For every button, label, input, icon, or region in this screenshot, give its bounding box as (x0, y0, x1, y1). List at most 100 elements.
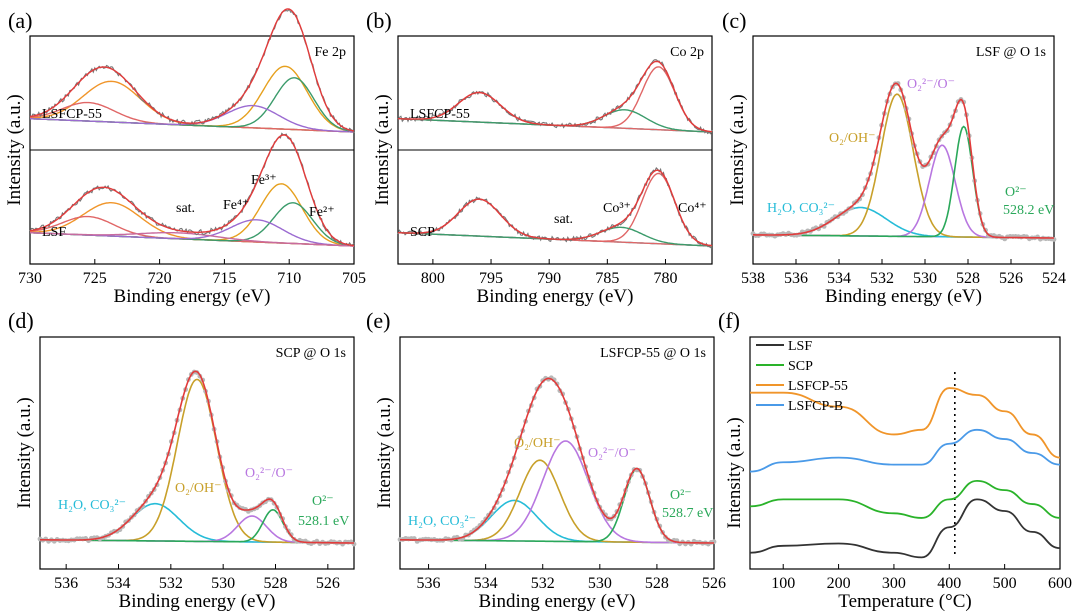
x-tick-label: 524 (1042, 270, 1066, 287)
x-tick-label: 200 (827, 575, 851, 592)
panel-label: (a) (8, 8, 32, 33)
axes-frame (749, 336, 1061, 570)
panel-title: Fe 2p (315, 45, 347, 60)
x-tick-label: 785 (595, 270, 619, 287)
x-tick-label: 532 (870, 270, 894, 287)
annotation-co3: Co³⁺ (603, 201, 631, 216)
sample-label: SCP (410, 225, 435, 240)
annotation-fe2: Fe²⁺ (309, 205, 335, 220)
x-tick-label: 536 (54, 575, 78, 592)
x-tick-label: 705 (342, 270, 366, 287)
x-tick-label: 528 (956, 270, 980, 287)
fit-component (30, 219, 355, 247)
x-tick-label: 530 (913, 270, 937, 287)
axes-frame (39, 336, 355, 570)
x-tick-label: 600 (1048, 575, 1072, 592)
y-axis-label: Intensity (a.u.) (14, 397, 35, 508)
panel-label: (d) (8, 308, 34, 333)
x-tick-label: 532 (159, 575, 183, 592)
x-tick-label: 300 (882, 575, 906, 592)
fit-envelope (398, 169, 713, 247)
panel-title: Co 2p (670, 45, 704, 60)
x-tick-label: 400 (937, 575, 961, 592)
y-axis-label: Intensity (a.u.) (4, 94, 25, 205)
label-o2-minus: O²⁻ (312, 494, 334, 509)
fit-envelope (753, 82, 1054, 239)
y-axis-label: Intensity (a.u.) (374, 397, 395, 508)
annotation-fe4: Fe⁴⁺ (223, 198, 249, 213)
label-o2-minus: O²⁻ (670, 488, 692, 503)
label-o2-oh: O₂/OH⁻ (514, 436, 561, 451)
y-axis-label: Intensity (a.u.) (724, 417, 745, 528)
x-tick-label: 528 (264, 575, 288, 592)
x-tick-label: 715 (212, 270, 236, 287)
label-o2-oh: O₂/OH⁻ (829, 131, 876, 146)
x-tick-label: 534 (474, 575, 498, 592)
x-axis-label: Temperature (°C) (838, 591, 971, 612)
sample-label: LSF (42, 225, 66, 240)
axes-frame (752, 35, 1055, 265)
label-o22-o: O₂²⁻/O⁻ (245, 466, 293, 481)
legend-label: LSF (788, 339, 812, 354)
panel-b: (b) 800 795 790 785 780 Binding energy (eV) Int… (366, 8, 713, 307)
x-tick-label: 526 (999, 270, 1023, 287)
panel-c: (c) 538 536 534 532 530 528 526 524 Binding energ… (722, 8, 1066, 307)
x-tick-label: 710 (277, 270, 301, 287)
x-tick-label: 526 (702, 575, 726, 592)
x-tick-label: 530 (588, 575, 612, 592)
fit-component (30, 232, 355, 247)
series-line (749, 428, 1061, 473)
label-h2o-co3: H₂O, CO₃²⁻ (408, 514, 476, 529)
x-tick-label: 720 (148, 270, 172, 287)
x-tick-label: 536 (784, 270, 808, 287)
x-tick-label: 528 (645, 575, 669, 592)
x-tick-label: 536 (417, 575, 441, 592)
x-axis-label: Binding energy (eV) (477, 286, 634, 307)
panel-a: (a) 730 725 720 715 710 705 Binding energy (eV)… (4, 8, 366, 307)
y-axis-label: Intensity (a.u.) (727, 94, 748, 205)
x-tick-label: 534 (107, 575, 131, 592)
x-tick-label: 500 (993, 575, 1017, 592)
sample-label: LSFCP-55 (42, 107, 102, 122)
annotation-sat: sat. (176, 201, 195, 216)
x-tick-label: 100 (771, 575, 795, 592)
annotation-sat: sat. (554, 212, 573, 227)
label-o22-o: O₂²⁻/O⁻ (588, 446, 636, 461)
x-tick-label: 730 (18, 270, 42, 287)
fit-envelope (29, 134, 355, 247)
panel-e: (e) 536 534 532 530 528 526 Binding energy (eV)… (366, 308, 726, 612)
label-o2-oh: O₂/OH⁻ (175, 481, 222, 496)
y-axis-label: Intensity (a.u.) (372, 94, 393, 205)
label-o2-energy: 528.2 eV (1003, 203, 1054, 218)
x-axis-label: Binding energy (eV) (825, 286, 982, 307)
sample-label: LSFCP-55 (410, 107, 470, 122)
fit-component (398, 226, 713, 247)
panel-label: (e) (366, 308, 390, 333)
series-line (749, 498, 1061, 559)
x-tick-label: 538 (741, 270, 765, 287)
panel-label: (c) (722, 8, 746, 33)
panel-title: LSFCP-55 @ O 1s (600, 346, 706, 361)
x-tick-label: 526 (316, 575, 340, 592)
panel-title: SCP @ O 1s (276, 346, 346, 361)
fit-envelope (400, 377, 714, 544)
annotation-fe3: Fe³⁺ (251, 173, 277, 188)
panel-f: (f) 100 200 300 400 500 600 Temperature (°C) Int… (718, 308, 1072, 612)
panel-d: (d) 536 534 532 530 528 526 Binding energy (eV)… (8, 308, 357, 612)
fit-envelope (398, 60, 713, 133)
x-axis-label: Binding energy (eV) (114, 286, 271, 307)
x-axis-label: Binding energy (eV) (479, 591, 636, 612)
x-tick-label: 534 (827, 270, 851, 287)
label-o2-energy: 528.1 eV (298, 514, 349, 529)
x-tick-label: 795 (479, 270, 503, 287)
label-o2-energy: 528.7 eV (662, 506, 713, 521)
x-tick-label: 532 (531, 575, 555, 592)
legend-label: LSFCP-B (788, 399, 843, 414)
fit-envelope (29, 8, 355, 132)
label-h2o-co3: H₂O, CO₃²⁻ (767, 201, 835, 216)
x-tick-label: 790 (537, 270, 561, 287)
annotation-co4: Co⁴⁺ (678, 201, 707, 216)
legend-label: LSFCP-55 (788, 379, 848, 394)
x-tick-label: 780 (653, 270, 677, 287)
